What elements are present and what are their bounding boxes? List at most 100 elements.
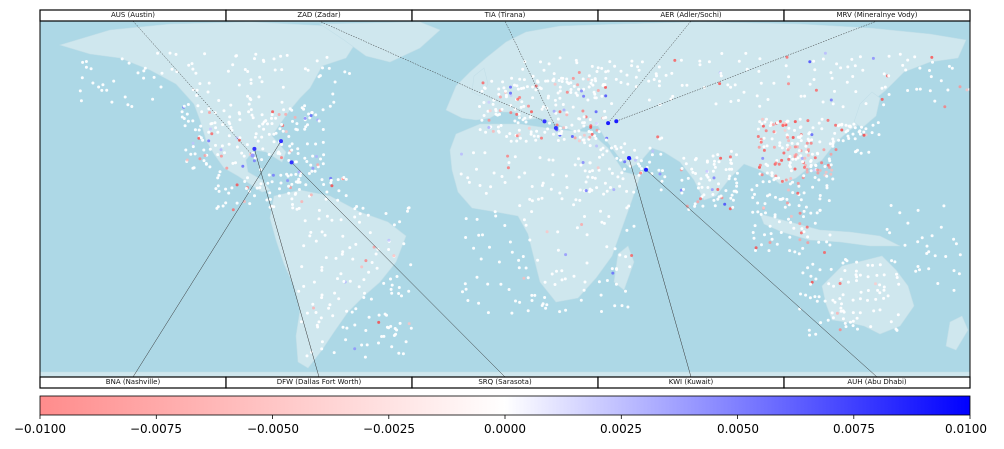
airport-point — [460, 152, 463, 156]
airport-point — [475, 167, 478, 171]
airport-point — [217, 189, 221, 193]
airport-point — [312, 280, 316, 284]
airport-point — [680, 178, 684, 182]
airport-point — [831, 316, 835, 320]
airport-point — [553, 283, 557, 286]
airport-point — [875, 273, 879, 277]
airport-point — [658, 79, 661, 83]
airport-point — [596, 66, 600, 70]
airport-point — [321, 66, 324, 70]
airport-point — [341, 234, 345, 238]
airport-point — [303, 127, 307, 131]
airport-point — [245, 143, 249, 147]
airport-point — [523, 60, 527, 64]
airport-point — [619, 69, 623, 73]
airport-point — [229, 126, 233, 129]
airport-point — [915, 87, 919, 91]
airport-point — [199, 136, 203, 140]
airport-point — [693, 158, 697, 162]
airport-point — [527, 104, 530, 108]
airport-point — [191, 119, 195, 123]
airport-point — [801, 271, 805, 275]
airport-point — [640, 60, 644, 64]
airport-point — [595, 128, 599, 132]
colorbar-gradient — [39, 395, 971, 416]
airport-point — [587, 85, 591, 89]
airport-point — [840, 128, 844, 132]
airport-point — [659, 188, 663, 192]
airport-point — [563, 277, 567, 281]
airport-point — [772, 145, 776, 149]
airport-point — [303, 116, 307, 120]
airport-point — [810, 133, 814, 137]
airport-point — [712, 176, 716, 180]
airport-point — [647, 79, 651, 83]
airport-point — [550, 272, 554, 276]
airport-point — [705, 173, 709, 177]
airport-point — [762, 148, 766, 152]
airport-point — [353, 215, 357, 219]
airport-point — [265, 198, 269, 202]
airport-point — [554, 103, 558, 107]
airport-point — [588, 190, 591, 194]
leader-line — [645, 169, 878, 378]
airport-point — [761, 124, 765, 128]
airport-point — [389, 324, 393, 328]
airport-point — [714, 102, 718, 106]
airport-point — [829, 152, 833, 156]
airport-point — [564, 126, 568, 129]
airport-point — [382, 334, 386, 338]
airport-point — [267, 173, 271, 177]
airport-point — [719, 71, 723, 75]
airport-point — [664, 73, 668, 77]
airport-point — [272, 57, 276, 61]
airport-point — [565, 77, 569, 81]
leader-line — [318, 20, 545, 122]
airport-point — [505, 135, 509, 138]
airport-point — [329, 178, 333, 182]
airport-point — [661, 169, 664, 173]
airport-point — [569, 81, 573, 85]
airport-point — [693, 202, 697, 206]
airport-point — [889, 204, 893, 207]
airport-point — [582, 87, 586, 91]
airport-point — [487, 126, 491, 129]
airport-point — [712, 162, 716, 166]
airport-point — [586, 98, 590, 102]
airport-point — [543, 296, 547, 299]
airport-point — [727, 177, 731, 181]
airport-point — [333, 80, 337, 84]
airport-point — [481, 233, 484, 237]
airport-point — [841, 317, 845, 321]
airport-point — [799, 231, 803, 235]
airport-point — [243, 68, 247, 71]
highlighted-airport-point — [627, 156, 631, 160]
airport-point — [851, 132, 855, 136]
airport-point — [603, 109, 607, 113]
airport-point — [242, 200, 246, 204]
airport-point — [303, 104, 307, 108]
airport-point — [799, 134, 803, 138]
airport-point — [861, 68, 865, 72]
airport-point — [702, 85, 706, 89]
airport-point — [787, 217, 790, 221]
airport-point — [634, 85, 638, 89]
airport-point — [669, 97, 673, 101]
airport-point — [310, 111, 314, 114]
airport-point — [765, 171, 769, 175]
airport-point — [874, 282, 877, 286]
airport-point — [733, 177, 737, 181]
airport-point — [830, 76, 834, 80]
airport-point — [764, 129, 768, 133]
airport-point — [809, 282, 812, 286]
airport-point — [885, 227, 889, 231]
airport-point — [604, 94, 608, 98]
airport-point — [756, 127, 760, 131]
airport-point — [657, 65, 661, 69]
airport-point — [827, 199, 831, 203]
airport-point — [878, 291, 882, 295]
airport-point — [314, 311, 318, 314]
airport-point — [788, 155, 792, 158]
airport-point — [965, 88, 969, 92]
airport-point — [143, 66, 147, 70]
